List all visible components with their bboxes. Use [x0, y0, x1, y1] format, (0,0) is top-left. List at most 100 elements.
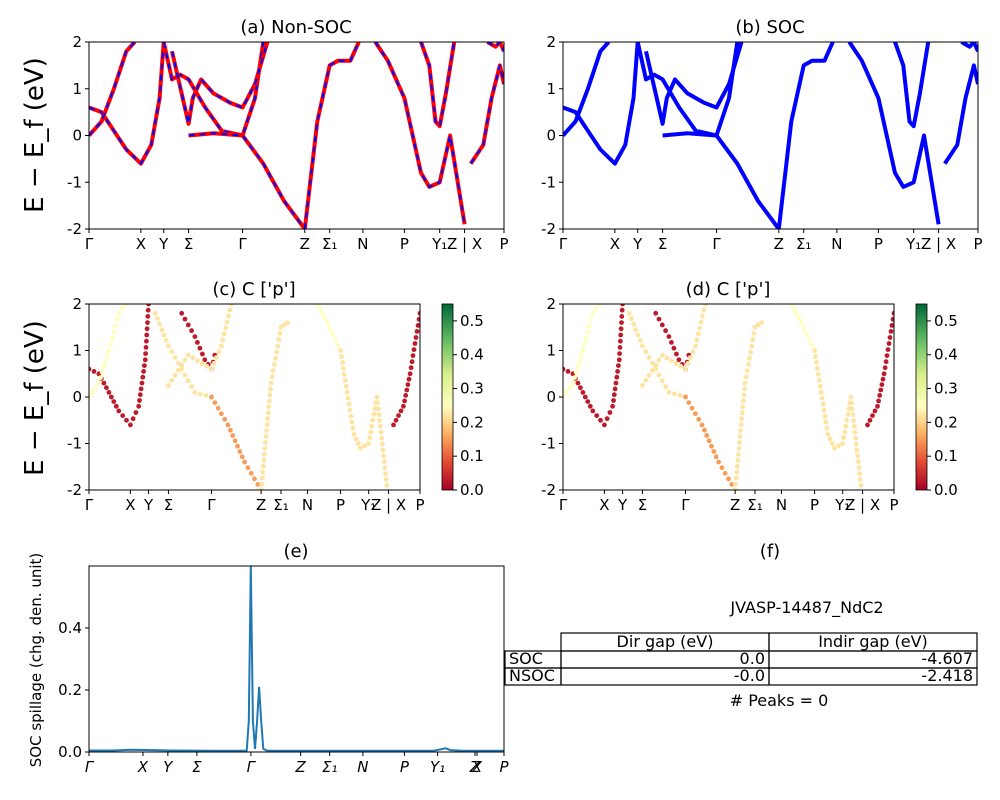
band-point [823, 419, 829, 425]
band-point [580, 348, 586, 353]
panel-f: (f) JVASP-14487_NdC2 Dir gap (eV) Indir … [504, 541, 978, 710]
band-point [587, 323, 592, 329]
band-point [815, 372, 821, 377]
x-tick-label: Γ [681, 496, 690, 514]
band-point [663, 384, 668, 389]
band-point [120, 413, 126, 418]
band-point [111, 329, 117, 335]
band-point [228, 304, 234, 307]
band-point [678, 363, 684, 369]
band-point [889, 323, 894, 328]
band-point [379, 441, 385, 447]
colorbar-tick-label: 0.0 [460, 481, 484, 499]
band-line-nonsoc [89, 42, 166, 166]
band-line-nonsoc [469, 63, 504, 165]
band-point [138, 386, 144, 392]
band-point [619, 307, 625, 313]
band-point [106, 390, 112, 395]
x-tick-label: Y [143, 496, 154, 514]
band-line-nonsoc [302, 42, 361, 229]
x-tick-label: Σ₁ [796, 235, 812, 253]
band-point [673, 361, 679, 366]
band-point [182, 316, 188, 322]
band-line-soc [635, 42, 740, 138]
band-point [185, 352, 191, 358]
x-tick-label: Y₁ [431, 235, 447, 253]
band-line-soc [89, 42, 136, 137]
band-point [103, 359, 108, 364]
band-line-soc [662, 131, 781, 229]
band-line-soc [171, 42, 269, 125]
band-line-soc [776, 42, 835, 229]
band-point [575, 364, 581, 370]
colorbar-tick-label: 0.2 [460, 413, 484, 431]
y-tick-label: 1 [546, 342, 556, 360]
band-point [185, 322, 191, 328]
band-point [398, 408, 404, 414]
band-point [659, 378, 665, 384]
band-point [575, 380, 581, 386]
band-point [239, 454, 245, 460]
band-line-soc [89, 42, 165, 165]
band-point [91, 369, 97, 374]
band-point [848, 394, 854, 400]
band-point [850, 412, 856, 418]
panel-b: (b) SOC -2 -1 0 1 2 Γ X Y Σ Γ Z Σ₁ N P Y₁ Z | X P [541, 17, 982, 253]
band-point [841, 435, 847, 441]
band-point [144, 338, 149, 344]
panel-c: (c) C ['p'] E − E_f (eV) -2 -1 0 1 2 Γ X Y Σ Γ Z Σ₁… [20, 279, 484, 514]
band-point [759, 320, 764, 325]
band-point [567, 385, 572, 391]
band-point [142, 357, 148, 363]
band-point [182, 372, 188, 378]
band-point [335, 342, 341, 348]
band-line-soc [563, 42, 611, 137]
x-tick-label: Γ [712, 235, 721, 253]
band-point [752, 324, 758, 330]
band-point [633, 327, 639, 332]
band-point [877, 393, 883, 398]
band-point [258, 487, 264, 490]
band-point [320, 310, 325, 316]
band-point [736, 452, 741, 457]
band-point [223, 325, 229, 331]
band-point [145, 320, 150, 325]
band-point [277, 331, 283, 336]
band-point [671, 345, 677, 351]
band-point [349, 419, 355, 425]
band-point [96, 380, 102, 386]
panel-d: (d) C ['p'] -2 -1 0 1 2 Γ X Y Σ Γ Z Σ₁ N P Y₁Z | X P 0.0… [541, 279, 958, 514]
band-point [615, 369, 620, 374]
band-point [706, 438, 712, 444]
spillage-line [89, 566, 504, 752]
band-point [98, 375, 103, 380]
band-point [209, 394, 214, 400]
band-point [697, 325, 703, 331]
band-line-soc [893, 42, 931, 129]
band-point [585, 329, 591, 335]
band-point [145, 307, 151, 313]
band-point [166, 343, 171, 349]
band-point [825, 431, 831, 437]
band-point [145, 314, 151, 319]
band-point [381, 459, 387, 465]
band-point [185, 378, 191, 384]
axes-frame [562, 303, 895, 491]
band-point [694, 337, 700, 343]
y-tick-label: 0.0 [58, 743, 82, 761]
colorbar-tick-label: 0.1 [934, 447, 958, 465]
band-point [666, 390, 672, 395]
band-point [230, 433, 236, 438]
band-point [729, 482, 735, 487]
band-point [179, 362, 185, 368]
band-point [274, 349, 279, 355]
band-point [142, 363, 147, 368]
band-point [272, 362, 277, 367]
band-point [143, 345, 149, 350]
x-tick-label: X [471, 758, 483, 776]
band-point [821, 407, 827, 413]
band-point [829, 441, 835, 446]
band-point [137, 398, 142, 403]
band-point [664, 355, 670, 361]
band-line-nonsoc [188, 131, 307, 229]
